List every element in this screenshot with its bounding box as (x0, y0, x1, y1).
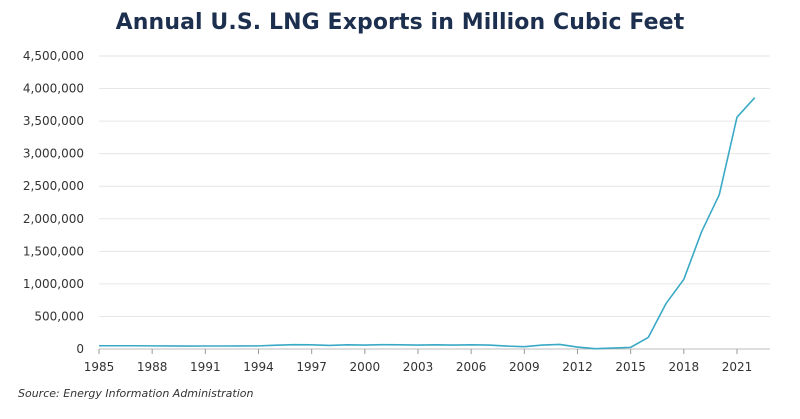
series-line (99, 97, 756, 350)
data-point (417, 344, 419, 346)
data-point (683, 278, 685, 280)
x-tick-label: 1994 (243, 360, 274, 374)
x-axis: 1985 1988 1991 1994 1997 2000 2003 2006 2009 2012… (84, 349, 753, 374)
data-point (258, 345, 260, 347)
data-point (577, 346, 579, 348)
y-tick-label: 3,000,000 (23, 147, 84, 161)
data-point (293, 344, 295, 346)
data-point (754, 97, 756, 99)
data-point (151, 345, 153, 347)
x-tick-label: 2012 (562, 360, 593, 374)
data-point (559, 343, 561, 345)
data-point (435, 344, 437, 346)
y-tick-label: 2,500,000 (23, 179, 84, 193)
data-point (541, 344, 543, 346)
data-point (382, 344, 384, 346)
x-tick-label: 2000 (350, 360, 381, 374)
x-tick-label: 2003 (403, 360, 434, 374)
data-point (488, 344, 490, 346)
data-point (240, 345, 242, 347)
data-point (523, 346, 525, 348)
y-axis: 0 500,000 1,000,000 1,500,000 2,000,000 2,500… (23, 49, 84, 356)
data-point (275, 344, 277, 346)
y-tick-label: 3,500,000 (23, 114, 84, 128)
data-point (346, 344, 348, 346)
data-point (647, 336, 649, 338)
data-point (701, 231, 703, 233)
x-tick-label: 2015 (615, 360, 646, 374)
x-tick-label: 2021 (722, 360, 753, 374)
data-point (98, 345, 100, 347)
data-point (311, 344, 313, 346)
data-point (328, 344, 330, 346)
data-point (470, 344, 472, 346)
y-tick-label: 4,000,000 (23, 82, 84, 96)
data-point (612, 347, 614, 349)
x-tick-label: 2018 (669, 360, 700, 374)
data-point (364, 344, 366, 346)
x-tick-label: 2006 (456, 360, 487, 374)
y-tick-label: 0 (76, 342, 84, 356)
y-tick-label: 1,500,000 (23, 244, 84, 258)
x-tick-label: 1991 (190, 360, 221, 374)
data-point (665, 302, 667, 304)
y-tick-label: 1,000,000 (23, 277, 84, 291)
chart-title: Annual U.S. LNG Exports in Million Cubic… (115, 10, 685, 35)
y-tick-label: 500,000 (34, 309, 84, 323)
data-point (116, 345, 118, 347)
gridlines (99, 55, 770, 350)
data-point (506, 345, 508, 347)
data-point (736, 116, 738, 118)
data-point (169, 345, 171, 347)
x-tick-label: 1985 (84, 360, 115, 374)
data-point (594, 348, 596, 350)
y-tick-label: 2,000,000 (23, 212, 84, 226)
data-point (718, 194, 720, 196)
y-tick-label: 4,500,000 (23, 49, 84, 63)
x-tick-label: 2009 (509, 360, 540, 374)
data-point (452, 344, 454, 346)
data-point (187, 345, 189, 347)
series-layer (98, 97, 756, 350)
x-tick-label: 1997 (296, 360, 327, 374)
data-point (222, 345, 224, 347)
data-point (630, 346, 632, 348)
data-point (133, 345, 135, 347)
data-point (204, 345, 206, 347)
source-note: Source: Energy Information Administratio… (18, 387, 254, 400)
x-tick-label: 1988 (137, 360, 168, 374)
data-point (399, 344, 401, 346)
